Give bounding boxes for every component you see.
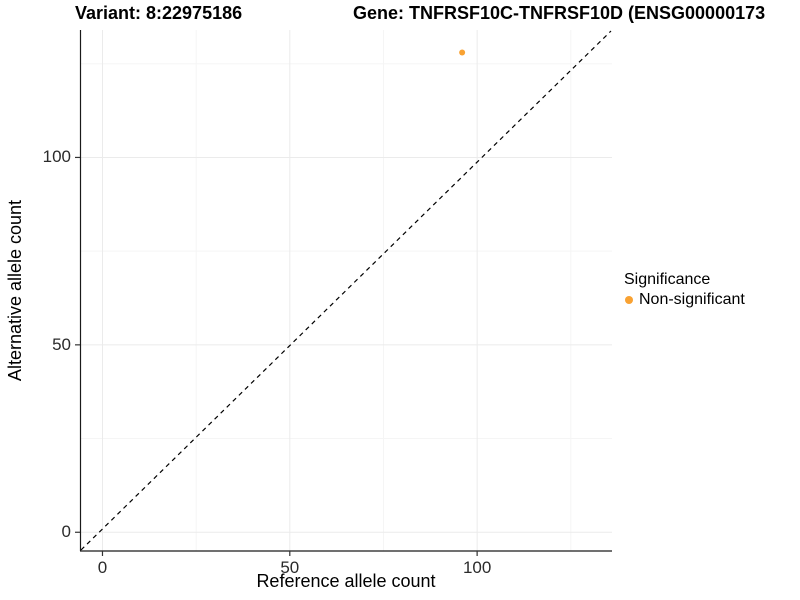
y-tick-label: 50 xyxy=(52,334,71,354)
legend-title: Significance xyxy=(624,271,711,288)
plot-panel xyxy=(75,30,612,556)
legend-item-label: Non-significant xyxy=(639,291,745,308)
x-tick-label: 100 xyxy=(462,558,492,577)
plot-title-variant: Variant: 8:22975186 xyxy=(75,3,243,23)
y-axis-title: Alternative allele count xyxy=(5,199,25,382)
data-point xyxy=(459,49,466,56)
plot-title-gene: Gene: TNFRSF10C-TNFRSF10D (ENSG00000173 xyxy=(353,3,766,23)
legend: Significance Non-significant xyxy=(624,269,745,310)
y-tick-label: 0 xyxy=(61,522,71,542)
x-tick-label: 0 xyxy=(97,558,108,577)
legend-item-non-significant: Non-significant xyxy=(624,290,745,310)
x-tick-label: 50 xyxy=(280,558,300,577)
legend-key-dot-icon xyxy=(625,296,633,304)
x-axis-title: Reference allele count xyxy=(256,571,436,591)
y-tick-label: 100 xyxy=(42,147,71,167)
identity-line xyxy=(80,30,612,551)
